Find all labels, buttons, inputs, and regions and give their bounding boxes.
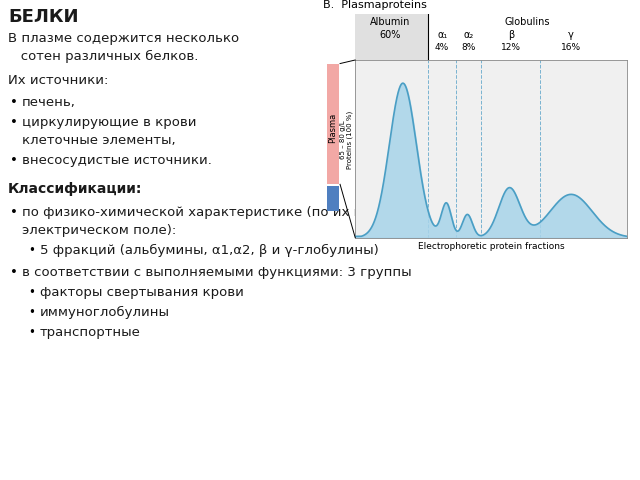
- Text: γ: γ: [568, 30, 574, 40]
- Bar: [327, 186, 339, 211]
- Text: иммуноглобулины: иммуноглобулины: [40, 306, 170, 319]
- Text: 60%: 60%: [380, 30, 401, 40]
- Text: 16%: 16%: [561, 43, 581, 52]
- Text: печень,: печень,: [22, 96, 76, 109]
- Text: α₁: α₁: [437, 30, 447, 40]
- Text: •: •: [28, 286, 35, 299]
- Text: •: •: [28, 244, 35, 257]
- X-axis label: Electrophoretic protein fractions: Electrophoretic protein fractions: [418, 242, 564, 251]
- Text: факторы свертывания крови: факторы свертывания крови: [40, 286, 244, 299]
- Text: В плазме содержится несколько: В плазме содержится несколько: [8, 32, 239, 45]
- Text: •: •: [28, 326, 35, 339]
- Text: транспортные: транспортные: [40, 326, 141, 339]
- Text: •: •: [10, 154, 18, 167]
- Text: •: •: [10, 266, 18, 279]
- Text: Albumin: Albumin: [370, 17, 410, 27]
- Text: •: •: [10, 206, 18, 219]
- Text: α₂: α₂: [463, 30, 474, 40]
- Bar: [355, 14, 428, 60]
- Text: внесосудистые источники.: внесосудистые источники.: [22, 154, 212, 167]
- Text: B.  Plasmaproteins: B. Plasmaproteins: [323, 0, 427, 11]
- Text: 8%: 8%: [461, 43, 476, 52]
- Text: •: •: [10, 96, 18, 109]
- Text: •: •: [28, 306, 35, 319]
- Text: 5 фракций (альбумины, α1,α2, β и γ-глобулины): 5 фракций (альбумины, α1,α2, β и γ-глобу…: [40, 244, 379, 257]
- Text: 4%: 4%: [435, 43, 449, 52]
- Text: 12%: 12%: [501, 43, 521, 52]
- Text: •: •: [10, 116, 18, 129]
- Text: электрическом поле):: электрическом поле):: [22, 224, 176, 237]
- Text: по физико-химической характеристике (по их подвижности в: по физико-химической характеристике (по …: [22, 206, 461, 219]
- Bar: [327, 63, 339, 184]
- Text: циркулирующие в крови: циркулирующие в крови: [22, 116, 196, 129]
- Text: β: β: [508, 30, 514, 40]
- Text: Классификации:: Классификации:: [8, 182, 142, 196]
- Text: сотен различных белков.: сотен различных белков.: [8, 50, 198, 63]
- Text: 65 – 80 g/L
Proteins (100 %): 65 – 80 g/L Proteins (100 %): [340, 111, 353, 169]
- Text: в соответствии с выполняемыми функциями: 3 группы: в соответствии с выполняемыми функциями:…: [22, 266, 412, 279]
- Text: клеточные элементы,: клеточные элементы,: [22, 134, 175, 147]
- Text: Globulins: Globulins: [505, 17, 550, 27]
- Text: Plasma: Plasma: [328, 112, 337, 143]
- Text: Их источники:: Их источники:: [8, 74, 108, 87]
- Text: БЕЛКИ: БЕЛКИ: [8, 8, 79, 26]
